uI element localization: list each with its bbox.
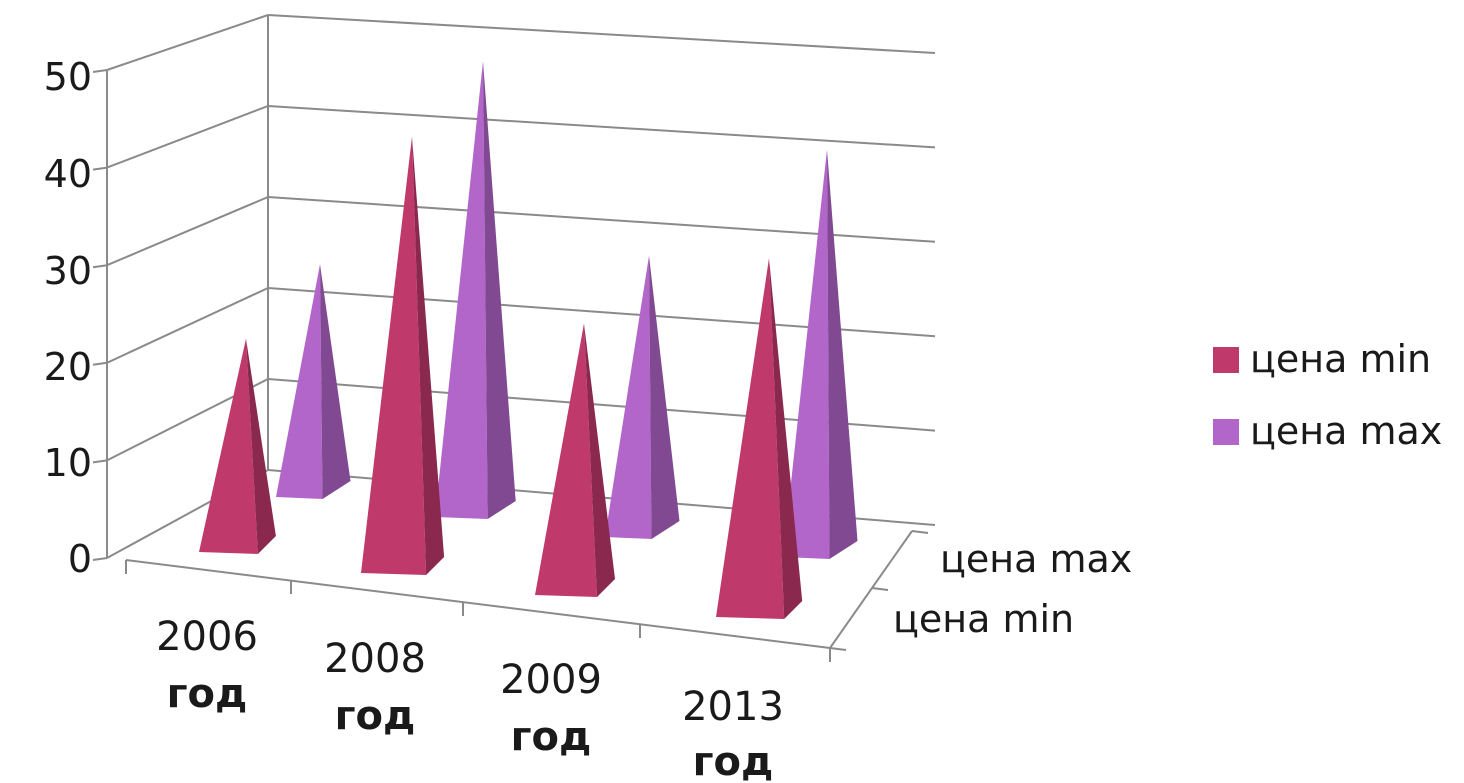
pyramid-side-face [827, 149, 858, 559]
category-label-unit: год [335, 693, 416, 739]
pyramid-front-face [716, 258, 785, 619]
legend-label-max: цена max [1250, 409, 1442, 453]
pyramid-side-face [412, 136, 445, 575]
pyramid-side-face [649, 255, 680, 539]
pyramid-side-face [246, 338, 276, 554]
y-tick-mark [92, 361, 108, 366]
depth-tick-mark [911, 530, 929, 534]
pyramid-front-face [361, 136, 427, 575]
legend-label-min: цена min [1250, 337, 1431, 381]
depth-tick-mark [871, 587, 889, 591]
depth-tick-mark [829, 647, 847, 651]
pyramid-min [535, 323, 615, 597]
category-label-unit: год [167, 671, 248, 717]
pyramid-max [783, 149, 858, 559]
legend: цена min цена max [1213, 337, 1442, 453]
y-tick-label: 10 [44, 441, 92, 485]
gridline-back [267, 105, 936, 149]
pyramid-side-face [769, 258, 803, 619]
y-tick-label: 50 [44, 55, 92, 99]
pyramid-front-face [435, 61, 488, 519]
category-label-year: 2009 [500, 657, 602, 703]
depth-label-max: цена max [940, 537, 1132, 581]
pyramid-min [199, 338, 276, 554]
category-label-year: 2008 [324, 636, 426, 682]
gridline-side [106, 196, 269, 267]
depth-axis-labels: цена max цена min [893, 537, 1132, 641]
pyramid-min [361, 136, 445, 575]
category-label-year: 2013 [682, 684, 784, 730]
pyramid-front-face [605, 255, 652, 539]
pyramid-max [605, 255, 680, 539]
gridline-side [106, 14, 269, 71]
pyramid-front-face [783, 149, 830, 559]
depth-axis-line [829, 530, 913, 649]
y-tick-label: 0 [68, 537, 92, 581]
y-tick-mark [92, 166, 108, 171]
category-label-year: 2006 [156, 614, 258, 660]
pyramid-side-face [483, 61, 516, 519]
category-label-unit: год [511, 714, 592, 760]
gridline-back [267, 14, 936, 54]
pyramid-min [716, 258, 803, 619]
pyramid-front-face [276, 264, 323, 499]
y-tick-mark [92, 459, 108, 464]
category-label-unit: год [693, 739, 774, 783]
legend-swatch-max [1213, 419, 1239, 445]
pyramid-max [276, 264, 351, 499]
y-axis-tick-labels: 0 10 20 30 40 50 [44, 55, 92, 581]
gridline-side [106, 287, 269, 364]
depth-label-min: цена min [893, 597, 1074, 641]
gridline-back [267, 196, 936, 243]
pyramid-side-face [320, 264, 351, 499]
legend-swatch-min [1213, 347, 1239, 373]
y-tick-mark [92, 69, 108, 73]
data-marks [199, 61, 858, 619]
x-axis-category-labels: 2006 год 2008 год 2009 год 2013 год [156, 614, 784, 783]
pyramid-max [435, 61, 516, 519]
gridline-side [106, 105, 269, 169]
pyramid-front-face [199, 338, 258, 554]
chart-axes [92, 15, 929, 662]
y-tick-label: 30 [44, 249, 92, 293]
pyramid-front-face [535, 323, 597, 597]
pyramid-side-face [584, 323, 615, 597]
y-tick-mark [92, 264, 108, 269]
x-axis-line [125, 559, 831, 649]
y-tick-label: 40 [44, 152, 92, 196]
y-tick-label: 20 [44, 345, 92, 389]
y-tick-mark [92, 557, 108, 561]
